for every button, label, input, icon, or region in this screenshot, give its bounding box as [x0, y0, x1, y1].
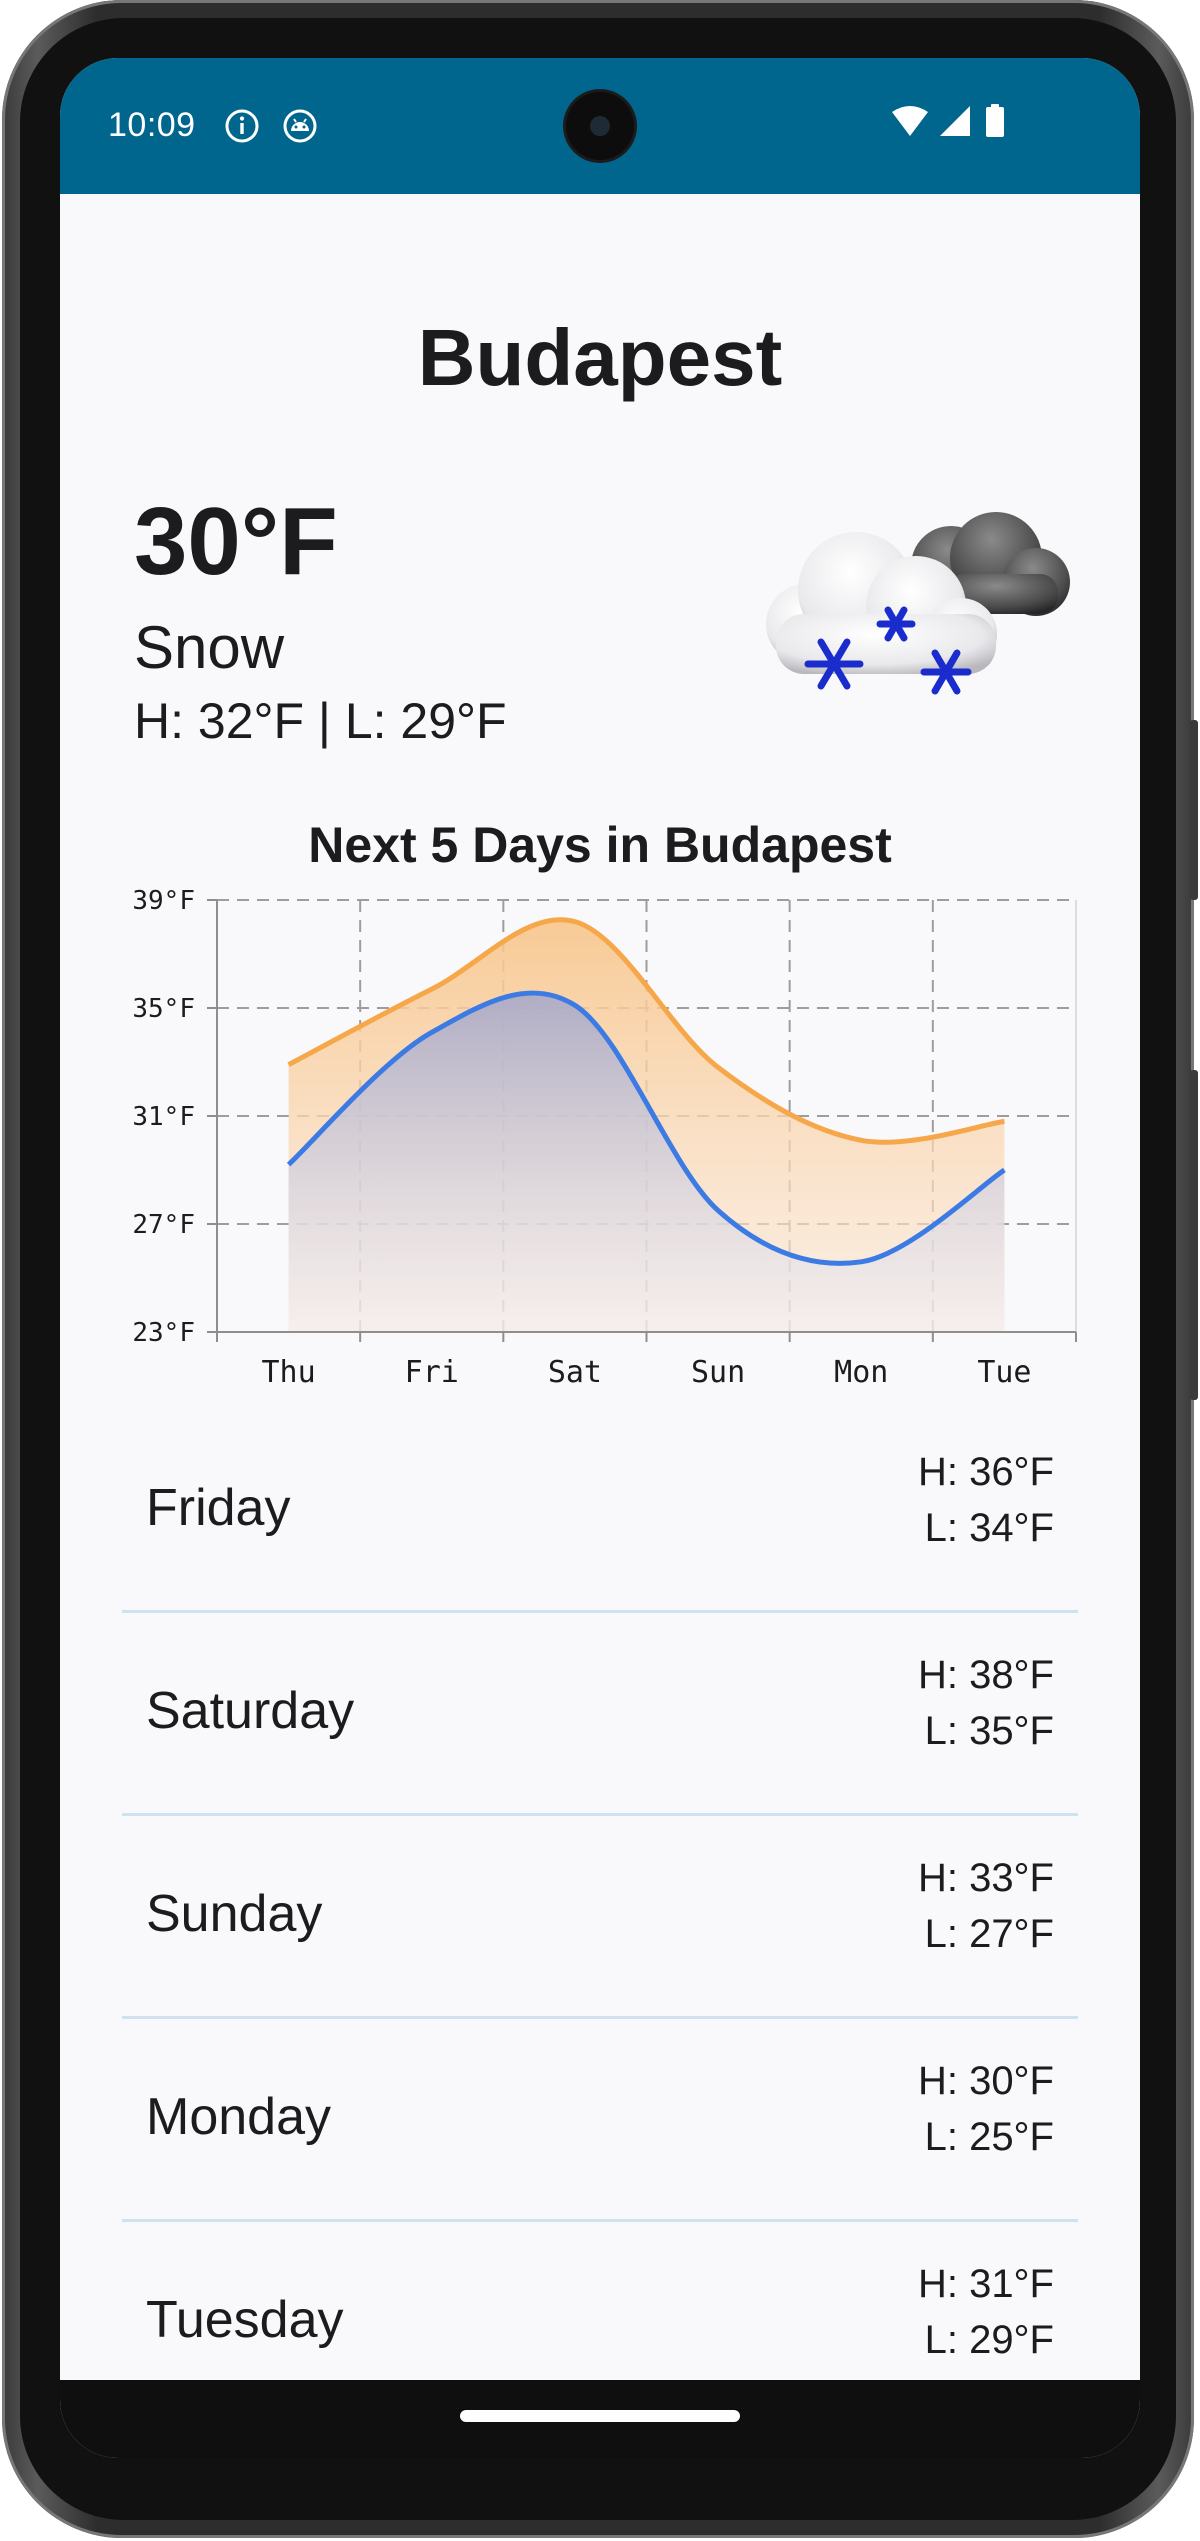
x-tick-label: Sat	[548, 1355, 602, 1384]
status-time: 10:09	[108, 106, 196, 144]
day-row[interactable]: Saturday H: 38°F L: 35°F	[122, 1613, 1078, 1816]
data-point-low	[1003, 1169, 1005, 1171]
series-line-low	[286, 990, 1006, 1266]
power-button	[1190, 1070, 1198, 1400]
x-tick-label: Sun	[691, 1355, 745, 1384]
battery-icon	[986, 104, 1004, 137]
android-debug-icon	[283, 109, 317, 143]
data-point-low	[431, 1031, 433, 1033]
data-point-high	[574, 921, 576, 923]
day-name: Saturday	[146, 1682, 355, 1740]
x-tick-label: Mon	[834, 1355, 888, 1384]
data-point-low	[860, 1261, 862, 1263]
current-condition: Snow	[134, 614, 285, 681]
data-point-high	[860, 1139, 862, 1141]
data-point-low	[717, 1210, 719, 1212]
front-camera	[566, 92, 634, 160]
day-low: L: 25°F	[924, 2115, 1054, 2159]
day-row[interactable]: Sunday H: 33°F L: 27°F	[122, 1816, 1078, 2019]
current-high-low: H: 32°F | L: 29°F	[134, 693, 507, 749]
data-point-high	[431, 988, 433, 990]
day-low: L: 35°F	[924, 1709, 1054, 1753]
x-tick-label: Thu	[261, 1355, 315, 1384]
info-icon	[225, 109, 259, 143]
data-point-high	[1003, 1120, 1005, 1122]
data-point-low	[574, 1004, 576, 1006]
day-high: H: 38°F	[917, 1653, 1054, 1697]
day-row[interactable]: Friday H: 36°F L: 34°F	[122, 1410, 1078, 1613]
day-low: L: 34°F	[924, 1506, 1054, 1550]
y-tick-label: 31°F	[132, 1102, 195, 1132]
screen: 10:09	[60, 58, 1140, 2458]
day-high: H: 33°F	[917, 1856, 1054, 1900]
series-area-low	[288, 993, 1005, 1332]
current-temperature: 30°F	[134, 488, 338, 595]
day-name: Tuesday	[146, 2291, 344, 2349]
forecast-chart: 39°F 35°F 31°F 27°F 23°F Thu Fri Sat Sun Mon Tue	[132, 886, 1077, 1384]
day-row[interactable]: Tuesday H: 31°F L: 29°F	[122, 2222, 1078, 2422]
data-point-high	[288, 1064, 290, 1066]
wifi-icon	[892, 106, 928, 136]
navigation-bar	[60, 2380, 1140, 2458]
data-point-low	[288, 1164, 290, 1166]
city-title: Budapest	[417, 313, 783, 402]
day-name: Monday	[146, 2088, 331, 2146]
home-indicator[interactable]	[460, 2410, 740, 2422]
cell-signal-icon	[940, 106, 970, 136]
data-point-high	[717, 1066, 719, 1068]
day-high: H: 30°F	[917, 2059, 1054, 2103]
day-low: L: 27°F	[924, 1912, 1054, 1956]
snow-cloud-icon	[766, 512, 1070, 695]
x-tick-label: Fri	[405, 1355, 459, 1384]
y-tick-label: 27°F	[132, 1210, 195, 1240]
x-tick-label: Tue	[977, 1355, 1031, 1384]
chart-title: Next 5 Days in Budapest	[308, 817, 892, 873]
day-name: Sunday	[146, 1885, 323, 1943]
day-row[interactable]: Monday H: 30°F L: 25°F	[122, 2019, 1078, 2222]
day-name: Friday	[146, 1479, 291, 1537]
status-right-icons	[890, 104, 1070, 144]
main-content: Budapest 30°F Snow H: 32°F | L: 29°F	[60, 194, 1140, 2458]
volume-button	[1190, 720, 1198, 900]
y-tick-label: 23°F	[132, 1318, 195, 1348]
day-high: H: 31°F	[917, 2262, 1054, 2306]
y-tick-label: 35°F	[132, 994, 195, 1024]
day-high: H: 36°F	[917, 1450, 1054, 1494]
series-line-high	[287, 917, 1005, 1145]
status-bar: 10:09	[60, 58, 1140, 194]
day-list: Friday H: 36°F L: 34°F Saturday H: 38°F L: 35…	[122, 1410, 1078, 2422]
y-tick-label: 39°F	[132, 886, 195, 916]
day-low: L: 29°F	[924, 2318, 1054, 2362]
